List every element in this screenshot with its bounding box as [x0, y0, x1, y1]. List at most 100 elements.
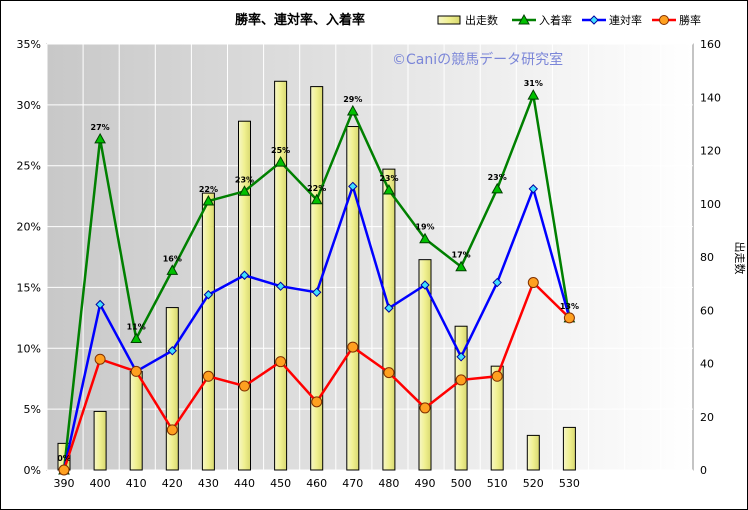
bar	[129, 370, 143, 471]
triangle-marker	[166, 264, 179, 275]
legend-circle-marker	[659, 15, 669, 25]
legend: 出走数 入着率 連対率 勝率	[437, 13, 701, 27]
circle-marker	[563, 312, 575, 324]
bar	[454, 325, 468, 471]
axes: 0% 5% 10% 15% 20% 25% 30% 35% 0 20 40 60 80 100 120 140…	[17, 38, 721, 490]
triangle-marker	[238, 185, 251, 196]
bar	[93, 410, 107, 471]
x-tick-label: 500	[451, 477, 472, 490]
data-label: 11%	[127, 323, 146, 332]
x-tick-label: 400	[90, 477, 111, 490]
triangle-marker	[527, 89, 540, 100]
diamond-marker	[384, 303, 394, 313]
x-tick-label: 490	[415, 477, 436, 490]
y-left-tick-label: 25%	[17, 160, 41, 173]
y-right-tick-label: 80	[700, 251, 714, 264]
diamond-marker	[348, 181, 358, 192]
x-tick-label: 480	[378, 477, 399, 490]
bar	[274, 80, 288, 471]
y-right-tick-label: 140	[700, 91, 721, 104]
data-label: 23%	[235, 175, 254, 184]
x-tick-label: 440	[234, 477, 255, 490]
legend-label: 勝率	[679, 13, 701, 27]
circle-marker	[527, 277, 539, 289]
bar	[382, 168, 396, 471]
triangle-marker	[310, 193, 323, 205]
y-left-tick-label: 15%	[17, 281, 41, 294]
legend-diamond-marker	[589, 15, 599, 25]
circle-marker	[130, 365, 142, 377]
diamond-marker	[275, 281, 286, 291]
diamond-marker	[95, 299, 105, 310]
grid	[46, 43, 693, 471]
triangle-marker	[130, 332, 143, 344]
data-label: 13%	[560, 302, 579, 311]
circle-marker	[94, 353, 106, 365]
data-label: 19%	[415, 223, 434, 232]
plot-area	[46, 43, 694, 471]
data-label: 23%	[379, 174, 398, 183]
bar	[201, 192, 215, 471]
y-left-tick-label: 20%	[17, 221, 41, 234]
y-right-tick-label: 40	[700, 358, 714, 371]
diamond-marker	[528, 184, 539, 194]
chart-title: 勝率、連対率、入着率	[235, 12, 365, 28]
data-labels: 0% 27% 11% 16% 22% 23% 25% 22% 29% 23% 19% 17% 23% 31…	[57, 79, 579, 463]
bar	[346, 126, 360, 471]
y-left-tick-label: 30%	[17, 99, 41, 112]
x-tick-label: 520	[523, 477, 544, 490]
diamond-marker	[420, 280, 430, 290]
y-left-tick-label: 0%	[24, 464, 41, 477]
y-right-tick-label: 100	[700, 198, 721, 211]
circle-marker	[166, 424, 178, 436]
circle-marker	[311, 396, 323, 408]
circle-marker	[383, 367, 395, 379]
bar	[238, 120, 251, 471]
data-label: 23%	[488, 173, 507, 182]
circle-marker	[58, 464, 70, 476]
legend-label: 連対率	[609, 13, 642, 27]
markers	[58, 89, 576, 476]
data-label: 17%	[452, 251, 471, 260]
triangle-marker	[346, 104, 359, 116]
data-label: 29%	[343, 95, 362, 104]
x-tick-label: 450	[270, 477, 291, 490]
diamond-marker	[492, 277, 502, 288]
bar	[562, 426, 576, 471]
data-label: 16%	[163, 254, 182, 263]
bar	[526, 434, 540, 471]
y-right-tick-label: 60	[700, 304, 714, 317]
y-left-tick-label: 35%	[17, 38, 41, 51]
data-label: 27%	[91, 123, 110, 132]
diamond-marker	[167, 346, 178, 356]
y-right-label: 出走数	[733, 242, 747, 275]
y-right-tick-label: 20	[700, 411, 714, 424]
diamond-marker	[239, 270, 250, 280]
y-right-tick-label: 120	[700, 145, 721, 158]
y-left-tick-label: 10%	[17, 342, 41, 355]
triangle-marker	[419, 232, 431, 244]
bar	[490, 365, 504, 471]
circle-marker	[455, 374, 467, 386]
data-label: 22%	[307, 184, 326, 193]
triangle-marker	[491, 182, 504, 194]
data-label: 25%	[271, 146, 290, 155]
circle-marker	[347, 341, 359, 353]
circle-marker	[202, 370, 214, 382]
legend-triangle-marker	[518, 13, 530, 25]
circle-marker	[419, 402, 431, 414]
circle-marker	[275, 356, 287, 368]
triangle-marker	[455, 260, 467, 272]
x-tick-label: 470	[342, 477, 363, 490]
diamond-marker	[203, 290, 214, 300]
x-tick-label: 420	[162, 477, 183, 490]
diamond-marker	[311, 287, 322, 298]
triangle-marker	[202, 194, 215, 206]
x-tick-label: 460	[306, 477, 327, 490]
x-tick-label: 390	[54, 477, 75, 490]
x-tick-label: 430	[198, 477, 219, 490]
circle-marker	[491, 370, 503, 382]
data-label: 22%	[199, 185, 218, 194]
x-tick-label: 410	[126, 477, 147, 490]
